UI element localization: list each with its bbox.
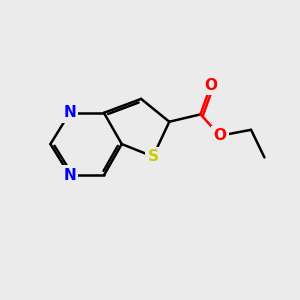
Text: O: O	[213, 128, 226, 143]
Text: N: N	[63, 168, 76, 183]
Text: N: N	[63, 105, 76, 120]
Text: O: O	[204, 78, 218, 93]
Text: S: S	[148, 149, 158, 164]
